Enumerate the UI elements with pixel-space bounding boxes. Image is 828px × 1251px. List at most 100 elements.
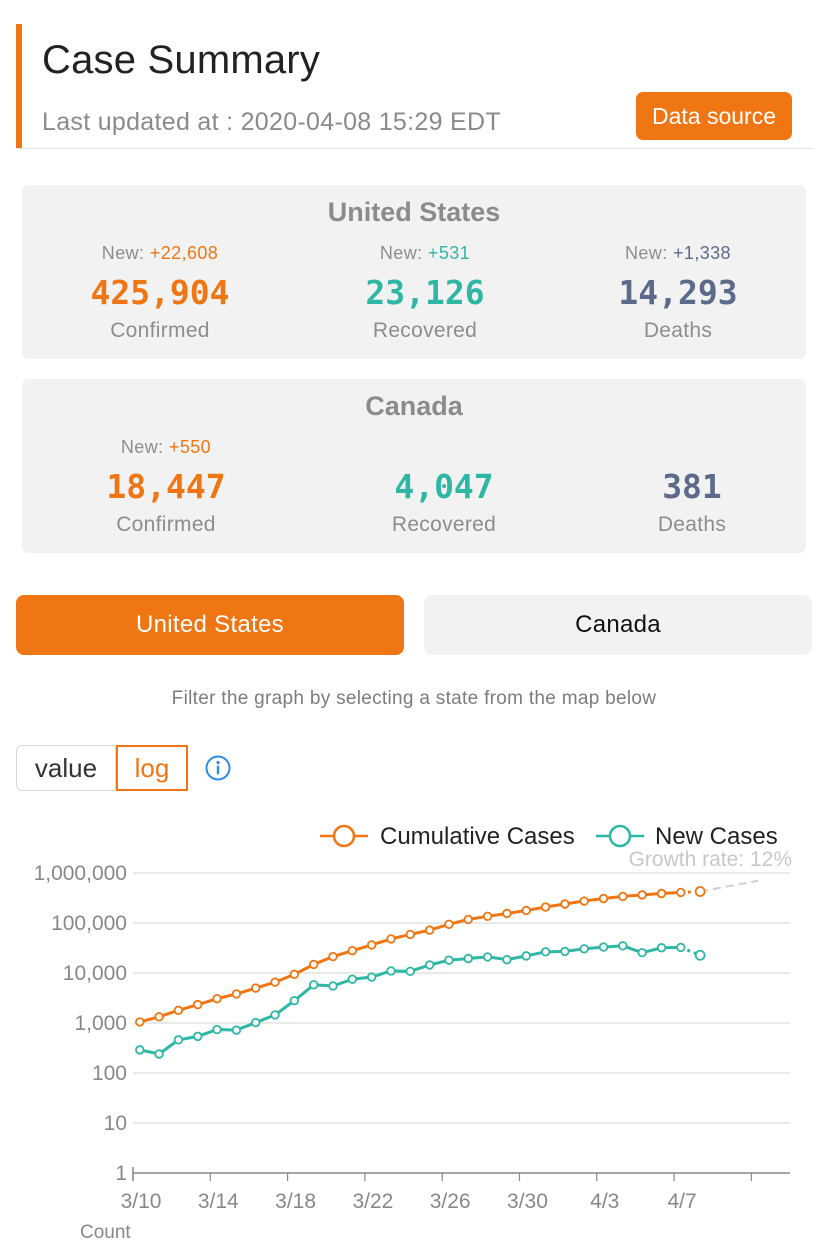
canada-deaths-label: Deaths xyxy=(657,513,727,536)
data-point[interactable] xyxy=(231,989,242,999)
data-point[interactable] xyxy=(386,934,396,944)
data-point[interactable] xyxy=(618,891,628,902)
data-point[interactable] xyxy=(405,966,415,977)
legend-new-marker xyxy=(608,824,632,848)
data-point[interactable] xyxy=(173,1035,184,1045)
data-point[interactable] xyxy=(598,893,609,904)
data-point[interactable] xyxy=(308,959,319,970)
growth-rate-label: Growth rate: 12% xyxy=(629,848,792,871)
data-point[interactable] xyxy=(154,1012,164,1022)
data-point[interactable] xyxy=(656,888,667,899)
data-point[interactable] xyxy=(251,983,261,993)
x-axis-label: Count xyxy=(80,1222,131,1243)
canada-recovered-new xyxy=(344,437,544,461)
data-point[interactable] xyxy=(463,953,473,964)
data-point[interactable] xyxy=(328,981,338,991)
data-point[interactable] xyxy=(366,972,377,982)
new-prefix: New: xyxy=(625,243,674,263)
us-recovered-count: 23,126 xyxy=(365,273,485,312)
legend-cumulative-marker xyxy=(332,824,356,848)
data-point[interactable] xyxy=(637,890,647,900)
data-point[interactable] xyxy=(598,942,609,952)
us-confirmed-new-value: +22,608 xyxy=(149,243,219,263)
data-point[interactable] xyxy=(694,949,706,961)
scale-log-option[interactable]: log xyxy=(116,745,188,791)
us-recovered-new: New: +531 xyxy=(325,243,525,267)
data-point[interactable] xyxy=(502,908,512,919)
accent-bar xyxy=(16,24,22,148)
canada-card-title: Canada xyxy=(365,391,463,421)
data-point[interactable] xyxy=(135,1017,145,1027)
data-point[interactable] xyxy=(463,914,473,925)
us-deaths-label: Deaths xyxy=(643,319,713,342)
legend-new-label: New Cases xyxy=(655,823,778,850)
data-point[interactable] xyxy=(270,1010,280,1020)
cases-chart: Cumulative Cases New Cases Growth rate: … xyxy=(34,823,792,1243)
us-card-title: United States xyxy=(327,197,501,227)
scale-value-option[interactable]: value xyxy=(16,745,116,791)
x-axis: 3/10 3/14 3/18 3/22 3/26 3/30 4/3 4/7 xyxy=(121,1167,790,1213)
data-point[interactable] xyxy=(444,955,454,965)
data-point[interactable] xyxy=(193,999,203,1010)
data-point[interactable] xyxy=(289,995,300,1006)
data-point[interactable] xyxy=(308,980,319,990)
data-point[interactable] xyxy=(386,966,396,976)
info-icon[interactable] xyxy=(205,755,231,781)
data-point[interactable] xyxy=(502,954,512,965)
data-point[interactable] xyxy=(366,940,377,950)
data-point[interactable] xyxy=(347,974,358,984)
data-point[interactable] xyxy=(482,952,493,962)
canada-recovered-stat: 4,047 Recovered xyxy=(344,437,544,537)
data-source-button[interactable]: Data source xyxy=(636,92,792,140)
data-point[interactable] xyxy=(154,1049,164,1059)
tab-united-states[interactable]: United States xyxy=(16,595,404,655)
data-point[interactable] xyxy=(521,951,531,961)
data-point[interactable] xyxy=(694,886,706,897)
us-confirmed-count: 425,904 xyxy=(90,273,230,312)
data-point[interactable] xyxy=(676,942,686,953)
y-tick-label: 10,000 xyxy=(63,962,127,985)
data-point[interactable] xyxy=(328,951,338,962)
canada-recovered-count: 4,047 xyxy=(394,467,494,506)
us-summary-card: United States New: +22,608 425,904 Confi… xyxy=(22,185,806,359)
data-point[interactable] xyxy=(405,929,415,940)
data-point[interactable] xyxy=(444,919,454,930)
x-tick-label: 3/26 xyxy=(430,1190,471,1213)
x-tick-label: 3/18 xyxy=(275,1190,316,1213)
tab-canada[interactable]: Canada xyxy=(424,595,812,655)
data-point[interactable] xyxy=(676,887,686,898)
case-summary-header: Case Summary Last updated at : 2020-04-0… xyxy=(16,24,812,149)
data-point[interactable] xyxy=(540,902,551,912)
data-point[interactable] xyxy=(540,947,551,957)
data-point[interactable] xyxy=(173,1005,184,1016)
data-point[interactable] xyxy=(212,1024,222,1035)
us-deaths-new-value: +1,338 xyxy=(673,243,731,263)
page-title: Case Summary xyxy=(42,38,321,82)
scale-toggle: value log xyxy=(16,745,188,791)
data-point[interactable] xyxy=(424,925,435,935)
data-point[interactable] xyxy=(579,944,589,954)
y-tick-label: 1 xyxy=(115,1162,127,1185)
data-point[interactable] xyxy=(212,993,222,1004)
data-point[interactable] xyxy=(618,941,628,951)
data-point[interactable] xyxy=(579,896,589,906)
data-point[interactable] xyxy=(637,947,647,958)
data-point[interactable] xyxy=(347,945,358,956)
x-tick-label: 3/14 xyxy=(198,1190,239,1213)
canada-deaths-stat: 381 Deaths xyxy=(592,437,792,537)
data-point[interactable] xyxy=(560,946,570,957)
data-point[interactable] xyxy=(135,1045,145,1055)
data-point[interactable] xyxy=(482,911,493,922)
data-point[interactable] xyxy=(193,1031,203,1042)
data-point[interactable] xyxy=(521,905,531,916)
data-point[interactable] xyxy=(424,960,435,970)
data-point[interactable] xyxy=(231,1025,242,1035)
data-point[interactable] xyxy=(656,943,667,953)
canada-confirmed-label: Confirmed xyxy=(116,513,216,536)
data-point[interactable] xyxy=(270,977,280,987)
data-point[interactable] xyxy=(289,969,300,980)
data-point[interactable] xyxy=(251,1017,261,1028)
data-point[interactable] xyxy=(560,899,570,909)
y-tick-label: 10 xyxy=(104,1112,127,1135)
canada-deaths-new xyxy=(592,437,792,461)
